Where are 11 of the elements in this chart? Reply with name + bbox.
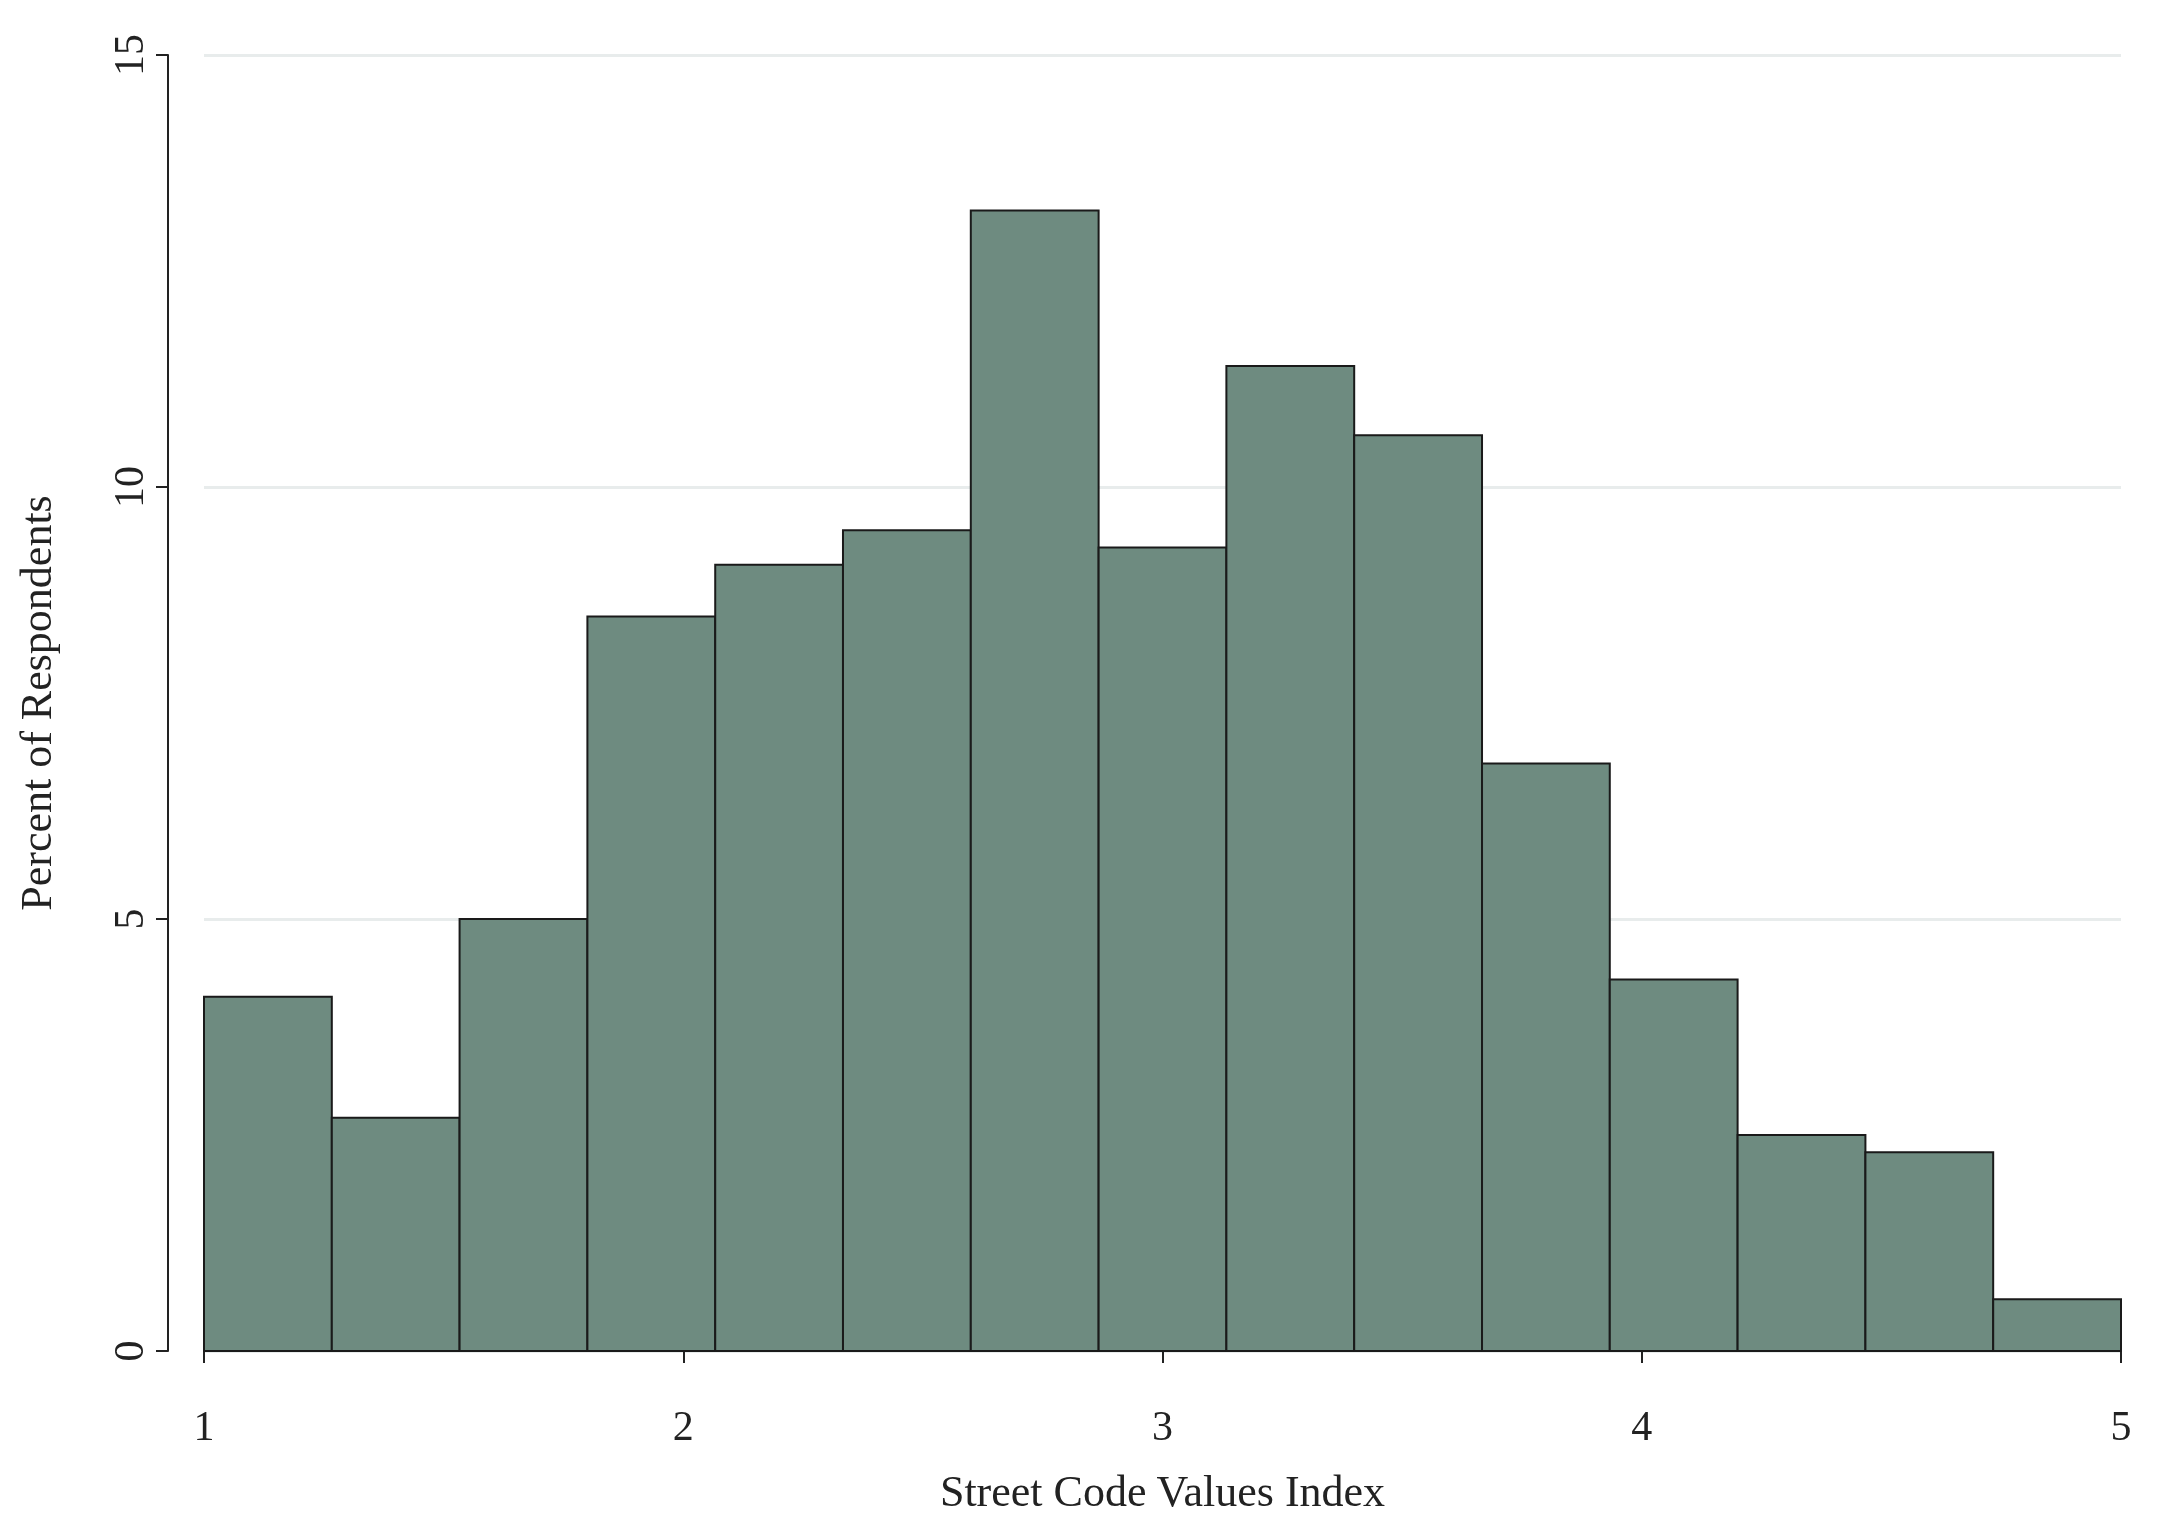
y-axis-title: Percent of Respondents <box>11 495 61 911</box>
y-tick-label: 15 <box>106 34 152 76</box>
x-tick-label: 3 <box>1152 1403 1173 1449</box>
y-tick-label: 0 <box>106 1340 152 1362</box>
x-tick-label: 5 <box>2110 1403 2132 1449</box>
y-tick-label: 10 <box>106 466 152 508</box>
x-tick-label: 2 <box>672 1403 694 1449</box>
x-axis-title: Street Code Values Index <box>939 1466 1386 1516</box>
x-tick-label: 1 <box>193 1403 215 1449</box>
y-tick-label: 5 <box>106 908 152 930</box>
x-tick-label: 4 <box>1631 1403 1653 1449</box>
